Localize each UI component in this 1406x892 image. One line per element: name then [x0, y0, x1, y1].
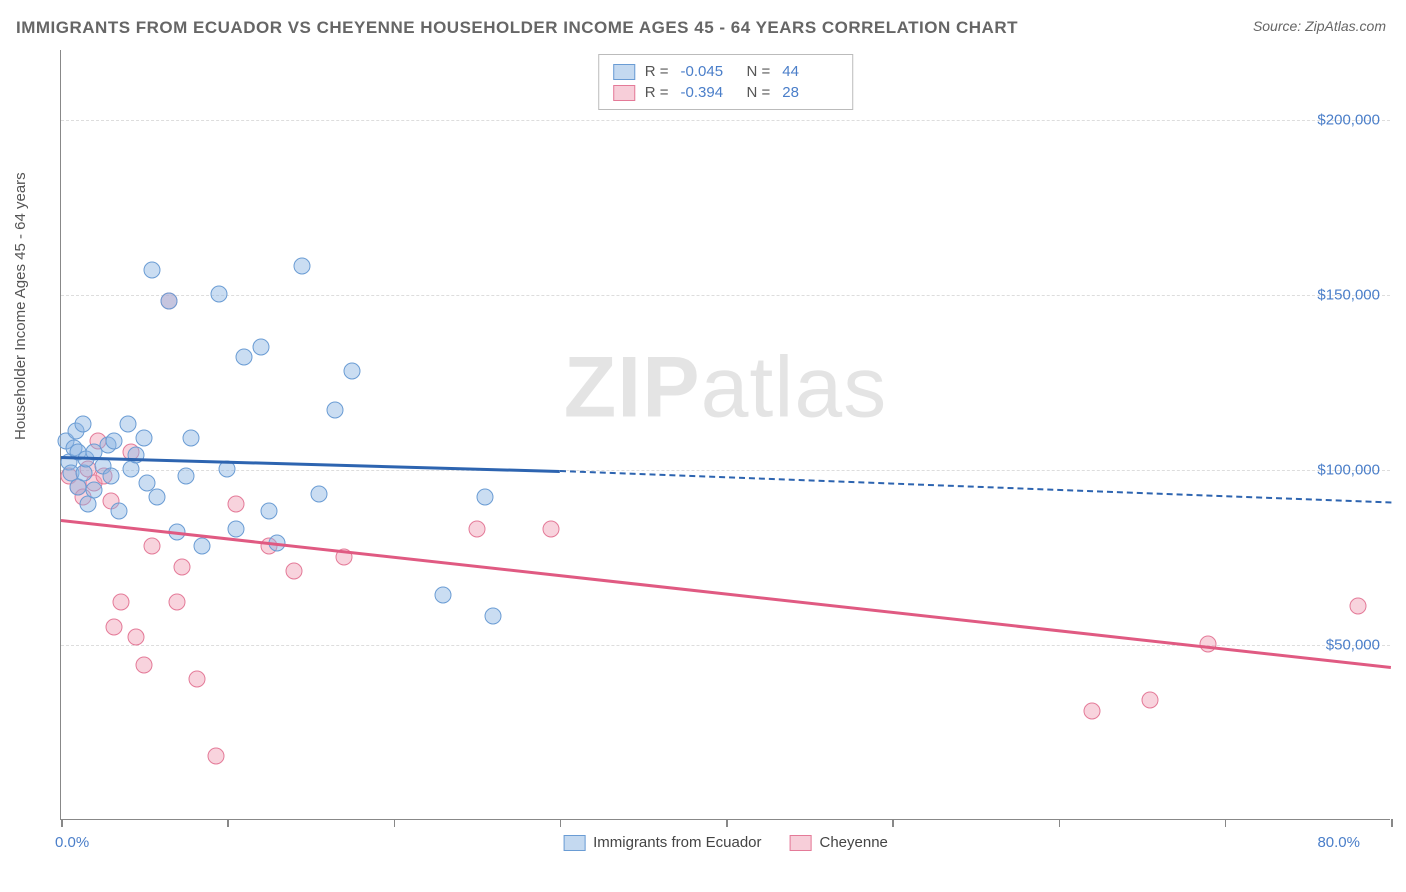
- gridline: [61, 120, 1390, 121]
- legend-row: R = -0.394 N = 28: [613, 82, 839, 103]
- trend-line-extrapolated: [560, 470, 1391, 503]
- n-label: N =: [747, 63, 771, 80]
- data-point: [227, 496, 244, 513]
- correlation-legend: R = -0.045 N = 44 R = -0.394 N = 28: [598, 54, 854, 110]
- data-point: [144, 261, 161, 278]
- data-point: [136, 429, 153, 446]
- r-value: -0.394: [681, 84, 737, 101]
- x-tick: [726, 819, 728, 827]
- data-point: [177, 468, 194, 485]
- data-point: [435, 587, 452, 604]
- data-point: [169, 594, 186, 611]
- data-point: [1200, 636, 1217, 653]
- data-point: [285, 562, 302, 579]
- data-point: [468, 520, 485, 537]
- data-point: [161, 293, 178, 310]
- data-point: [106, 618, 123, 635]
- data-point: [260, 503, 277, 520]
- legend-row: R = -0.045 N = 44: [613, 61, 839, 82]
- data-point: [182, 429, 199, 446]
- x-tick: [560, 819, 562, 827]
- data-point: [485, 608, 502, 625]
- data-point: [136, 657, 153, 674]
- r-value: -0.045: [681, 63, 737, 80]
- y-tick-label: $200,000: [1317, 112, 1380, 129]
- legend-swatch: [790, 835, 812, 851]
- y-axis-label: Householder Income Ages 45 - 64 years: [12, 172, 29, 440]
- legend-label: Cheyenne: [820, 834, 888, 851]
- data-point: [210, 286, 227, 303]
- data-point: [227, 520, 244, 537]
- n-label: N =: [747, 84, 771, 101]
- data-point: [476, 489, 493, 506]
- r-label: R =: [645, 84, 669, 101]
- data-point: [235, 349, 252, 366]
- data-point: [1349, 597, 1366, 614]
- x-tick: [61, 819, 63, 827]
- x-tick: [394, 819, 396, 827]
- scatter-plot-area: ZIPatlas R =-0.045N =44R =-0.394N =28 Im…: [60, 50, 1390, 820]
- data-point: [112, 594, 129, 611]
- data-point: [1141, 692, 1158, 709]
- data-point: [294, 258, 311, 275]
- data-point: [207, 748, 224, 765]
- x-axis-min: 0.0%: [55, 834, 89, 851]
- source-label: Source: ZipAtlas.com: [1253, 18, 1386, 34]
- legend-item: Cheyenne: [790, 834, 888, 851]
- data-point: [149, 489, 166, 506]
- data-point: [127, 629, 144, 646]
- x-tick: [227, 819, 229, 827]
- r-label: R =: [645, 63, 669, 80]
- y-tick-label: $100,000: [1317, 462, 1380, 479]
- data-point: [327, 401, 344, 418]
- gridline: [61, 295, 1390, 296]
- x-axis-max: 80.0%: [1317, 834, 1360, 851]
- x-tick: [892, 819, 894, 827]
- data-point: [102, 468, 119, 485]
- n-value: 28: [782, 84, 838, 101]
- x-tick: [1391, 819, 1393, 827]
- data-point: [194, 538, 211, 555]
- n-value: 44: [782, 63, 838, 80]
- legend-swatch: [613, 64, 635, 80]
- data-point: [106, 433, 123, 450]
- data-point: [144, 538, 161, 555]
- legend-item: Immigrants from Ecuador: [563, 834, 761, 851]
- watermark: ZIPatlas: [564, 339, 887, 438]
- data-point: [543, 520, 560, 537]
- y-tick-label: $150,000: [1317, 287, 1380, 304]
- gridline: [61, 470, 1390, 471]
- data-point: [310, 485, 327, 502]
- data-point: [127, 447, 144, 464]
- legend-swatch: [613, 85, 635, 101]
- data-point: [252, 338, 269, 355]
- data-point: [343, 363, 360, 380]
- data-point: [1083, 702, 1100, 719]
- data-point: [189, 671, 206, 688]
- data-point: [174, 559, 191, 576]
- trend-line: [61, 519, 1391, 668]
- data-point: [111, 503, 128, 520]
- data-point: [119, 415, 136, 432]
- x-tick: [1225, 819, 1227, 827]
- data-point: [74, 415, 91, 432]
- x-tick: [1059, 819, 1061, 827]
- series-legend: Immigrants from Ecuador Cheyenne: [563, 834, 888, 851]
- y-tick-label: $50,000: [1326, 637, 1380, 654]
- legend-label: Immigrants from Ecuador: [593, 834, 761, 851]
- data-point: [86, 482, 103, 499]
- legend-swatch: [563, 835, 585, 851]
- chart-title: IMMIGRANTS FROM ECUADOR VS CHEYENNE HOUS…: [16, 18, 1018, 38]
